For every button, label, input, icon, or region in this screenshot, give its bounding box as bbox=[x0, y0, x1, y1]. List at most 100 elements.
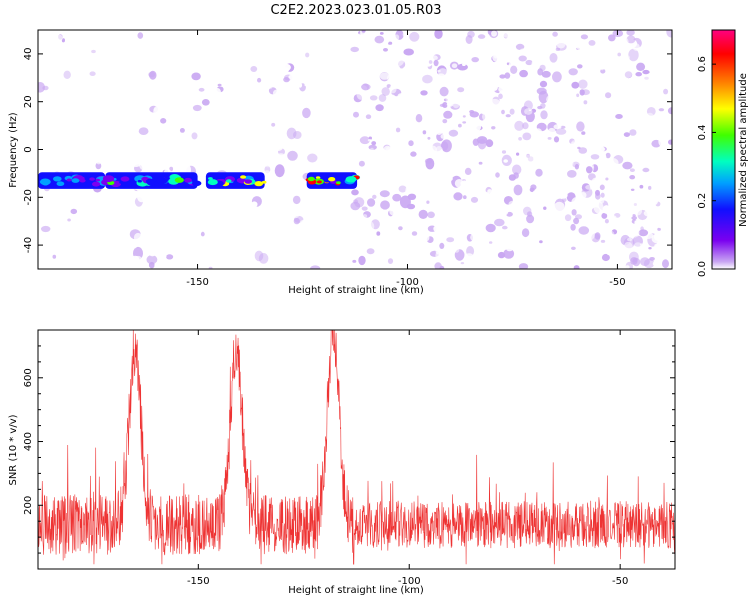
y-tick-label: 20 bbox=[23, 95, 34, 108]
spectrogram-cell bbox=[259, 216, 265, 222]
spectrogram-cell bbox=[61, 210, 68, 217]
spectrogram-cell bbox=[658, 165, 669, 177]
spectrogram-cell bbox=[543, 206, 547, 210]
spectrogram-cell bbox=[448, 129, 459, 137]
spectrogram-cell bbox=[177, 252, 181, 257]
spectrogram-cell bbox=[650, 45, 654, 50]
spectrogram-cell bbox=[356, 89, 366, 100]
spectrogram-cell bbox=[257, 77, 262, 83]
spectrogram-cell bbox=[656, 55, 662, 60]
spectrogram-cell bbox=[206, 122, 215, 131]
spectrogram-cell bbox=[38, 250, 43, 258]
spectrogram-cell bbox=[453, 69, 463, 79]
spectrogram-cell bbox=[38, 132, 48, 145]
colorbar-tick-label: 0.2 bbox=[697, 193, 708, 209]
snr-series-line bbox=[38, 330, 675, 565]
spectrogram-cell bbox=[66, 225, 77, 233]
spectrogram-cell bbox=[160, 30, 170, 41]
spectrogram-cell bbox=[158, 192, 167, 200]
signal-cell bbox=[102, 175, 115, 183]
spectrogram-cell bbox=[272, 46, 278, 51]
spectrogram-cell bbox=[214, 127, 221, 134]
spectrogram-cell bbox=[154, 230, 158, 235]
spectrogram-cell bbox=[646, 112, 654, 120]
spectrogram-cell bbox=[540, 187, 549, 194]
spectrogram-cell bbox=[387, 258, 394, 264]
spectrogram-cell bbox=[470, 196, 479, 203]
spectrogram-cell bbox=[385, 146, 395, 155]
spectrogram-cell bbox=[605, 92, 612, 99]
spectrogram-cell bbox=[169, 84, 180, 92]
spectrogram-cell bbox=[379, 32, 384, 35]
spectrogram-y-label: Frequency (Hz) bbox=[8, 112, 19, 188]
spectrogram-cell bbox=[574, 185, 584, 194]
spectrogram-cell bbox=[512, 164, 522, 175]
spectrogram-cell bbox=[42, 85, 49, 91]
spectrogram-cell bbox=[305, 88, 312, 96]
spectrogram-cell bbox=[491, 126, 496, 130]
spectrogram-cell bbox=[89, 71, 96, 76]
spectrogram-cell bbox=[648, 196, 658, 206]
spectrogram-cell bbox=[464, 167, 472, 175]
spectrogram-cell bbox=[571, 118, 575, 123]
spectrogram-cell bbox=[576, 40, 587, 51]
spectrogram-cell bbox=[155, 219, 159, 223]
spectrogram-cell bbox=[586, 166, 593, 174]
spectrogram-cell bbox=[497, 251, 506, 259]
spectrogram-cell bbox=[487, 189, 493, 194]
spectrogram-cell bbox=[552, 236, 557, 240]
spectrogram-cell bbox=[286, 142, 292, 147]
spectrogram-cell bbox=[583, 100, 588, 105]
spectrogram-cell bbox=[259, 127, 267, 134]
spectrogram-cell bbox=[483, 218, 488, 224]
spectrogram-cell bbox=[631, 125, 637, 129]
spectrogram-cell bbox=[649, 257, 655, 261]
spectrogram-cell bbox=[378, 94, 387, 102]
spectrogram-cell bbox=[370, 147, 374, 152]
spectrogram-cell bbox=[657, 227, 661, 231]
spectrogram-cell bbox=[305, 76, 313, 84]
spectrogram-cell bbox=[667, 55, 672, 66]
spectrogram-cell bbox=[503, 159, 509, 163]
spectrogram-cell bbox=[371, 141, 377, 146]
spectrogram-cell bbox=[305, 52, 310, 58]
spectrogram-cell bbox=[524, 191, 531, 199]
spectrogram-cell bbox=[539, 217, 543, 221]
spectrogram-cell bbox=[601, 253, 610, 262]
spectrogram-cell bbox=[299, 181, 308, 189]
spectrogram-cell bbox=[584, 208, 594, 216]
spectrogram-cell bbox=[427, 136, 431, 140]
spectrogram-cell bbox=[145, 98, 152, 102]
spectrogram-cell bbox=[617, 52, 621, 57]
spectrogram-cell bbox=[163, 45, 172, 56]
spectrogram-cell bbox=[593, 126, 597, 131]
spectrogram-cell bbox=[533, 153, 542, 164]
spectrogram-cell bbox=[144, 39, 148, 44]
spectrogram-cell bbox=[71, 219, 76, 224]
signal-cell bbox=[95, 178, 101, 182]
spectrogram-cell bbox=[515, 258, 521, 263]
spectrogram-cell bbox=[403, 132, 411, 138]
spectrogram-cell bbox=[573, 265, 580, 269]
spectrogram-cell bbox=[302, 107, 311, 119]
spectrogram-cell bbox=[496, 116, 507, 123]
spectrogram-cell bbox=[470, 227, 478, 233]
spectrogram-cell bbox=[659, 201, 668, 207]
spectrogram-cell bbox=[212, 30, 220, 35]
spectrogram-cell bbox=[271, 201, 282, 209]
spectrogram-cell bbox=[297, 163, 304, 169]
spectrogram-cell bbox=[137, 32, 144, 39]
spectrogram-cell bbox=[275, 153, 286, 162]
spectrogram-cell bbox=[161, 242, 169, 249]
spectrogram-cell bbox=[358, 33, 363, 38]
spectrogram-cell bbox=[154, 165, 163, 171]
spectrogram-cell bbox=[539, 240, 543, 244]
spectrogram-cell bbox=[389, 160, 395, 166]
spectrogram-cell bbox=[182, 96, 190, 106]
spectrogram-cell bbox=[58, 135, 62, 138]
spectrogram-cell bbox=[373, 136, 378, 142]
spectrogram-cell bbox=[643, 210, 654, 217]
spectrogram-cell bbox=[658, 135, 668, 148]
spectrogram-cell bbox=[206, 77, 215, 87]
spectrogram-cell bbox=[176, 230, 185, 238]
